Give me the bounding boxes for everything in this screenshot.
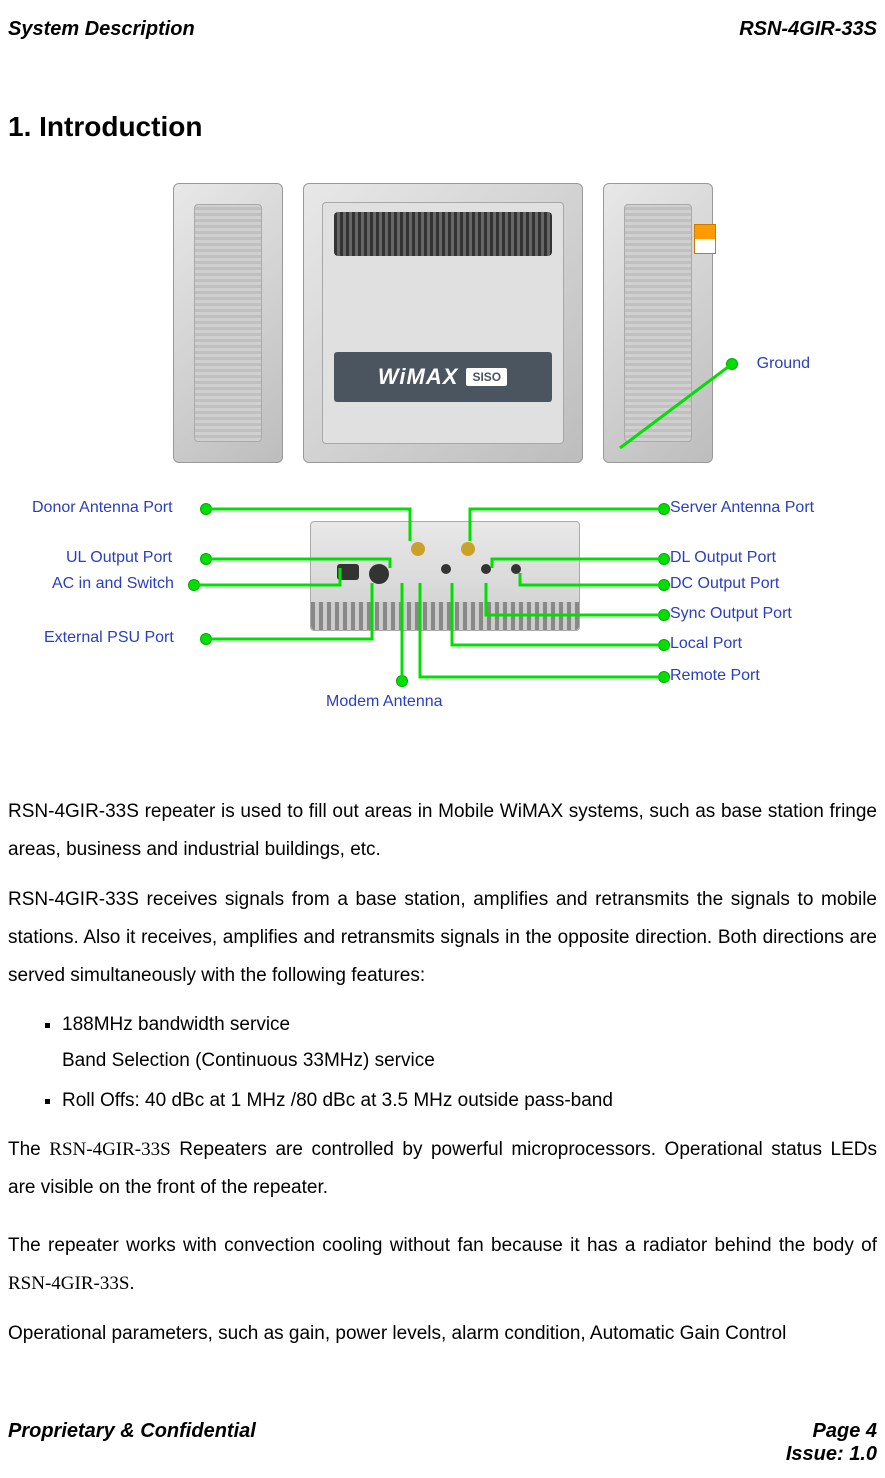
warning-label [694, 224, 716, 254]
footer: Proprietary & Confidential Page 4 Issue:… [8, 1420, 877, 1466]
bullet-1-sub: Band Selection (Continuous 33MHz) servic… [62, 1043, 877, 1079]
label-ground: Ground [757, 355, 810, 373]
device-right-side [603, 183, 713, 463]
label-ulout: UL Output Port [66, 549, 172, 567]
label-acin: AC in and Switch [52, 575, 174, 593]
siso-tag: SISO [466, 368, 507, 386]
footer-left: Proprietary & Confidential [8, 1420, 256, 1443]
device-bottom-panel [310, 521, 580, 631]
footer-page: Page 4 [813, 1420, 877, 1443]
label-dlout: DL Output Port [670, 549, 776, 567]
header-left: System Description [8, 18, 195, 41]
label-extpsu: External PSU Port [44, 629, 174, 647]
label-syncout: Sync Output Port [670, 605, 792, 623]
paragraph-2: RSN-4GIR-33S receives signals from a bas… [8, 881, 877, 995]
label-remote: Remote Port [670, 667, 760, 685]
body-text: RSN-4GIR-33S repeater is used to fill ou… [0, 743, 885, 1353]
label-donor: Donor Antenna Port [32, 499, 173, 517]
footer-issue: Issue: 1.0 [8, 1443, 877, 1466]
label-server: Server Antenna Port [670, 499, 814, 517]
paragraph-3: The RSN-4GIR-33S Repeaters are controlle… [8, 1131, 877, 1207]
wimax-logo-text: WiMAX [378, 364, 459, 390]
label-modem: Modem Antenna [326, 693, 443, 711]
label-dcout: DC Output Port [670, 575, 779, 593]
device-diagram: WiMAX SISO Ground Donor Antenna Port Ser… [0, 173, 885, 743]
paragraph-1: RSN-4GIR-33S repeater is used to fill ou… [8, 793, 877, 869]
paragraph-5: Operational parameters, such as gain, po… [8, 1315, 877, 1353]
section-title: 1. Introduction [8, 111, 885, 143]
bullet-2: Roll Offs: 40 dBc at 1 MHz /80 dBc at 3.… [62, 1083, 877, 1119]
device-front: WiMAX SISO [303, 183, 583, 463]
header-right: RSN-4GIR-33S [739, 18, 877, 41]
bullet-1: 188MHz bandwidth service Band Selection … [62, 1007, 877, 1079]
paragraph-4: The repeater works with convection cooli… [8, 1227, 877, 1303]
label-local: Local Port [670, 635, 742, 653]
device-left-side [173, 183, 283, 463]
